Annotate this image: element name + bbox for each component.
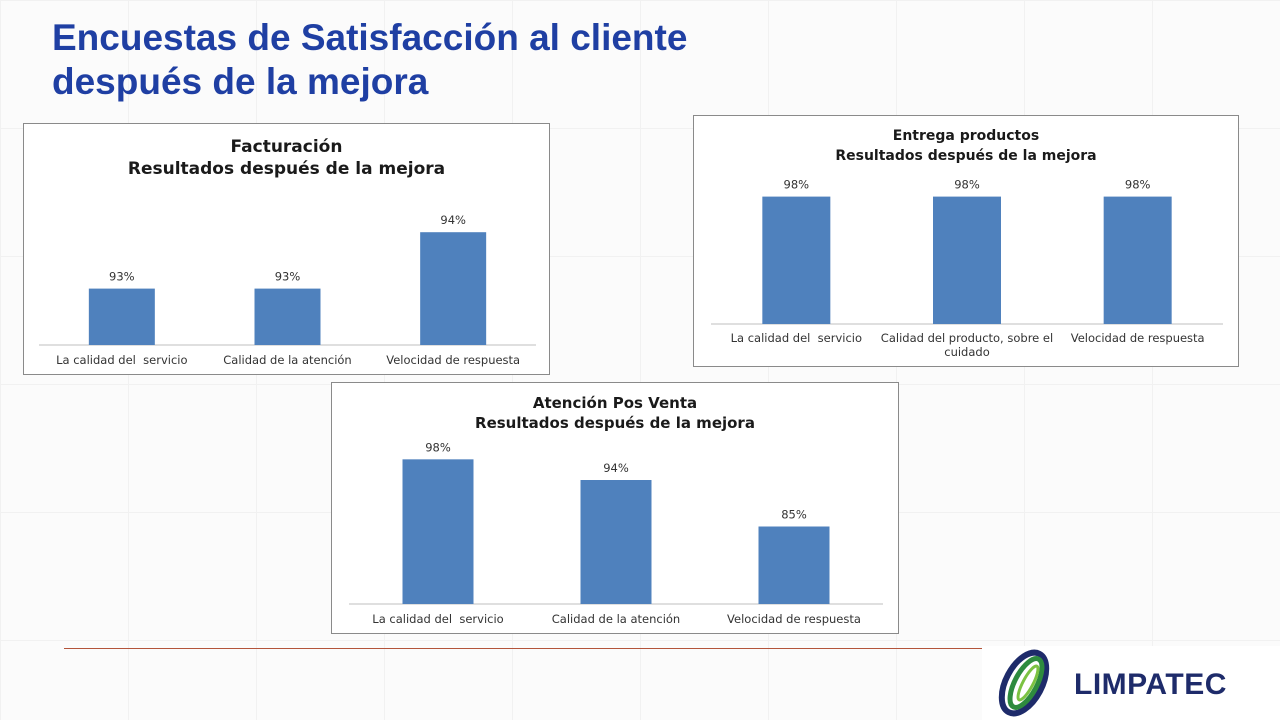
bar [758, 526, 830, 604]
bar [402, 459, 474, 604]
data-label: 94% [603, 461, 629, 475]
bar [1103, 196, 1172, 324]
chart-title-line-1: Entrega productos [892, 128, 1040, 144]
slide-title: Encuestas de Satisfacción al cliente des… [52, 16, 872, 104]
category-label: Velocidad de respuesta [727, 612, 861, 626]
bar [254, 288, 321, 345]
category-label: Velocidad de respuesta [1071, 331, 1205, 345]
chart-title: Atención Pos Venta Resultados después de… [332, 393, 898, 433]
category-label: La calidad del servicio [56, 353, 187, 367]
data-label: 85% [781, 508, 807, 522]
slide-title-line-1: Encuestas de Satisfacción al cliente [52, 17, 688, 58]
category-label: La calidad del servicio [731, 331, 862, 345]
category-label: Velocidad de respuesta [386, 353, 520, 367]
footer-divider [64, 648, 982, 649]
category-label: cuidado [944, 345, 990, 359]
data-label: 94% [440, 213, 466, 227]
bar [933, 196, 1001, 324]
data-label: 93% [109, 270, 135, 284]
chart-plot-area: 93% La calidad del servicio 93% Calidad de … [39, 213, 536, 367]
chart-title: Facturación Resultados después de la mej… [24, 136, 549, 180]
chart-title-line-2: Resultados después de la mejora [127, 159, 446, 179]
facturacion-chart: Facturación Resultados después de la mej… [23, 123, 550, 375]
data-label: 98% [1125, 178, 1151, 192]
chart-title-line-1: Facturación [230, 137, 343, 157]
bar [88, 288, 155, 345]
category-label: Calidad de la atención [223, 353, 351, 367]
bar [762, 196, 831, 324]
limpatec-swirl-logo-icon [998, 649, 1050, 717]
atencion-pos-venta-chart: Atención Pos Venta Resultados después de… [331, 382, 899, 634]
data-label: 98% [954, 178, 980, 192]
category-label: Calidad de la atención [552, 612, 680, 626]
data-label: 98% [425, 440, 451, 454]
chart-title-line-2: Resultados después de la mejora [835, 148, 1097, 164]
category-label: La calidad del servicio [372, 612, 503, 626]
data-label: 98% [784, 178, 810, 192]
bar [420, 232, 487, 345]
bar [580, 480, 652, 604]
chart-plot-area: 98% La calidad del servicio 94% Calidad de … [349, 440, 883, 626]
limpatec-logo: LIMPATEC [982, 646, 1280, 720]
chart-plot-area: 98% La calidad del servicio 98% Calidad del… [711, 178, 1223, 359]
entrega-productos-chart: Entrega productos Resultados después de … [693, 115, 1239, 367]
slide-title-line-2: después de la mejora [52, 61, 429, 102]
logo-wordmark: LIMPATEC [1074, 668, 1227, 701]
chart-title-line-1: Atención Pos Venta [532, 394, 698, 412]
data-label: 93% [275, 270, 301, 284]
category-label: Calidad del producto, sobre el [881, 331, 1053, 345]
chart-title-line-2: Resultados después de la mejora [475, 414, 755, 432]
chart-title: Entrega productos Resultados después de … [694, 126, 1238, 166]
